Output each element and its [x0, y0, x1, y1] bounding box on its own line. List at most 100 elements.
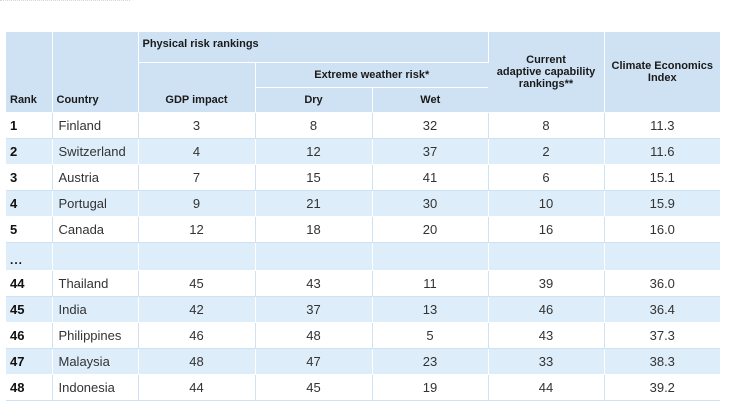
- adaptive-capability-cell: 2: [488, 138, 605, 165]
- header-climate-economics-index: Climate Economics Index: [604, 32, 721, 113]
- header-adaptive-line2: adaptive capability: [496, 66, 596, 78]
- wet-risk-cell: [372, 242, 489, 271]
- country-cell: Switzerland: [52, 138, 139, 165]
- table-row: 3 Austria 7 15 41 6 15.1: [6, 164, 721, 191]
- header-physical-risk: Physical risk rankings: [138, 32, 489, 63]
- wet-risk-cell: 23: [372, 348, 489, 375]
- header-rank: Rank: [6, 32, 53, 113]
- climate-index-cell: 36.4: [604, 296, 721, 323]
- adaptive-capability-cell: 44: [488, 374, 605, 401]
- wet-risk-cell: 32: [372, 112, 489, 139]
- gdp-impact-cell: 42: [138, 296, 256, 323]
- header-gdp-impact-cell: GDP impact: [138, 62, 256, 113]
- adaptive-capability-cell: 46: [488, 296, 605, 323]
- dry-risk-cell: 47: [255, 348, 373, 375]
- climate-index-cell: 11.6: [604, 138, 721, 165]
- rank-cell: 5: [6, 216, 53, 243]
- country-cell: India: [52, 296, 139, 323]
- dry-risk-cell: 37: [255, 296, 373, 323]
- rank-cell: 44: [6, 270, 53, 297]
- gdp-impact-cell: 12: [138, 216, 256, 243]
- gdp-impact-cell: [138, 242, 256, 271]
- wet-risk-cell: 11: [372, 270, 489, 297]
- dry-risk-cell: 18: [255, 216, 373, 243]
- dry-risk-cell: 15: [255, 164, 373, 191]
- rank-cell: ...: [6, 242, 53, 271]
- rank-cell: 1: [6, 112, 53, 139]
- country-cell: Austria: [52, 164, 139, 191]
- dry-risk-cell: 21: [255, 190, 373, 217]
- gdp-impact-cell: 44: [138, 374, 256, 401]
- table-row-ellipsis: ...: [6, 242, 721, 271]
- climate-index-cell: 39.2: [604, 374, 721, 401]
- climate-index-cell: 15.1: [604, 164, 721, 191]
- header-adaptive-capability: Current adaptive capability rankings**: [488, 32, 605, 113]
- gdp-impact-cell: 46: [138, 322, 256, 349]
- gdp-impact-cell: 48: [138, 348, 256, 375]
- header-adaptive-line3: rankings**: [518, 78, 574, 90]
- climate-index-cell: 16.0: [604, 216, 721, 243]
- rank-cell: 2: [6, 138, 53, 165]
- adaptive-capability-cell: 33: [488, 348, 605, 375]
- country-cell: Malaysia: [52, 348, 139, 375]
- rank-cell: 47: [6, 348, 53, 375]
- header-gdp-impact: GDP impact: [165, 94, 228, 106]
- header-wet: Wet: [372, 87, 489, 113]
- climate-index-cell: 36.0: [604, 270, 721, 297]
- header-dry: Dry: [255, 87, 373, 113]
- dry-risk-cell: 43: [255, 270, 373, 297]
- adaptive-capability-cell: 8: [488, 112, 605, 139]
- rank-cell: 46: [6, 322, 53, 349]
- table-row: 5 Canada 12 18 20 16 16.0: [6, 216, 721, 243]
- rank-cell: 48: [6, 374, 53, 401]
- table-row: 47 Malaysia 48 47 23 33 38.3: [6, 348, 721, 375]
- wet-risk-cell: 5: [372, 322, 489, 349]
- header-extreme-weather: Extreme weather risk*: [255, 62, 489, 88]
- dry-risk-cell: [255, 242, 373, 271]
- country-cell: [52, 242, 139, 271]
- rank-cell: 4: [6, 190, 53, 217]
- wet-risk-cell: 13: [372, 296, 489, 323]
- wet-risk-cell: 20: [372, 216, 489, 243]
- header-country: Country: [52, 32, 139, 113]
- header-adaptive-line1: Current: [526, 54, 566, 66]
- table-row: 44 Thailand 45 43 11 39 36.0: [6, 270, 721, 297]
- header-cei-line2: Index: [647, 72, 677, 84]
- table-row: 48 Indonesia 44 45 19 44 39.2: [6, 374, 721, 401]
- wet-risk-cell: 19: [372, 374, 489, 401]
- rank-cell: 3: [6, 164, 53, 191]
- adaptive-capability-cell: 43: [488, 322, 605, 349]
- adaptive-capability-cell: 16: [488, 216, 605, 243]
- wet-risk-cell: 41: [372, 164, 489, 191]
- climate-index-cell: 37.3: [604, 322, 721, 349]
- country-cell: Finland: [52, 112, 139, 139]
- gdp-impact-cell: 9: [138, 190, 256, 217]
- gdp-impact-cell: 4: [138, 138, 256, 165]
- adaptive-capability-cell: 10: [488, 190, 605, 217]
- adaptive-capability-cell: [488, 242, 605, 271]
- country-cell: Portugal: [52, 190, 139, 217]
- climate-economics-table: Rank Country Physical risk rankings Curr…: [6, 32, 721, 401]
- table-row: 4 Portugal 9 21 30 10 15.9: [6, 190, 721, 217]
- climate-index-cell: 15.9: [604, 190, 721, 217]
- dry-risk-cell: 48: [255, 322, 373, 349]
- dry-risk-cell: 45: [255, 374, 373, 401]
- table-row: 45 India 42 37 13 46 36.4: [6, 296, 721, 323]
- gdp-impact-cell: 7: [138, 164, 256, 191]
- country-cell: Indonesia: [52, 374, 139, 401]
- adaptive-capability-cell: 39: [488, 270, 605, 297]
- table-header: Rank Country Physical risk rankings Curr…: [6, 32, 721, 113]
- country-cell: Canada: [52, 216, 139, 243]
- country-cell: Thailand: [52, 270, 139, 297]
- table-row: 2 Switzerland 4 12 37 2 11.6: [6, 138, 721, 165]
- table-row: 46 Philippines 46 48 5 43 37.3: [6, 322, 721, 349]
- rank-cell: 45: [6, 296, 53, 323]
- wet-risk-cell: 37: [372, 138, 489, 165]
- climate-index-cell: [604, 242, 721, 271]
- country-cell: Philippines: [52, 322, 139, 349]
- dry-risk-cell: 12: [255, 138, 373, 165]
- wet-risk-cell: 30: [372, 190, 489, 217]
- table-body: 1 Finland 3 8 32 8 11.3 2 Switzerland 4 12 37 2 11.6 3…: [6, 112, 721, 401]
- climate-index-cell: 11.3: [604, 112, 721, 139]
